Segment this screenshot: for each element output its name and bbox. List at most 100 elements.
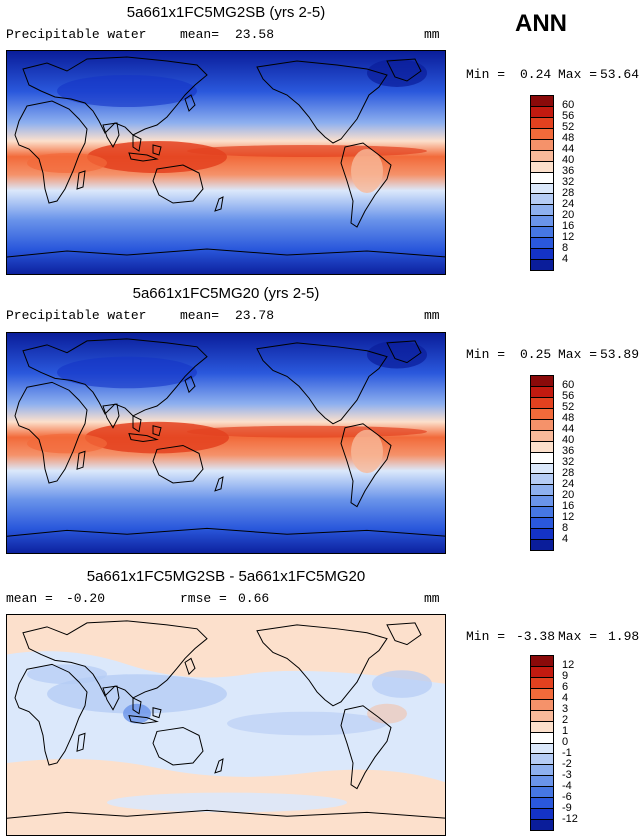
- colorbar-swatch: [531, 238, 553, 250]
- colorbar-tick-label: 12: [562, 231, 575, 243]
- panel-3-rmse-value: 0.66: [238, 591, 270, 606]
- colorbar-tick-label: -1: [562, 747, 572, 759]
- colorbar-swatch: [531, 474, 553, 486]
- panel-3-colorbar: [530, 655, 554, 831]
- panel-1-map: [6, 50, 446, 275]
- colorbar-tick-label: 16: [562, 500, 575, 512]
- colorbar-swatch: [531, 106, 553, 118]
- panel-1-colorbar-ticks: 60 56 52 48 44 40 36 32 28 24 20 16 12 8 4: [562, 95, 592, 271]
- colorbar-tick-label: 8: [562, 242, 569, 254]
- colorbar-swatch: [531, 161, 553, 173]
- colorbar-swatch: [531, 386, 553, 398]
- colorbar-swatch: [531, 540, 553, 550]
- colorbar-swatch: [531, 699, 553, 711]
- colorbar-tick-label: 12: [562, 659, 575, 671]
- panel-1-title: 5a661x1FC5MG2SB (yrs 2-5): [126, 4, 326, 21]
- colorbar-swatch: [531, 397, 553, 409]
- colorbar-swatch: [531, 507, 553, 519]
- colorbar-swatch: [531, 809, 553, 821]
- colorbar-tick-label: 60: [562, 379, 575, 391]
- colorbar-tick-label: -3: [562, 769, 572, 781]
- colorbar-tick-label: 40: [562, 154, 575, 166]
- colorbar-tick-label: 4: [562, 253, 569, 265]
- panel-2-min-label: Min =: [466, 347, 506, 362]
- panel-3-title: 5a661x1FC5MG2SB - 5a661x1FC5MG20: [86, 568, 366, 585]
- colorbar-swatch: [531, 743, 553, 755]
- colorbar-tick-label: 28: [562, 187, 575, 199]
- panel-2-title: 5a661x1FC5MG20 (yrs 2-5): [132, 285, 320, 302]
- colorbar-swatch: [531, 518, 553, 530]
- colorbar-tick-label: 0: [562, 736, 569, 748]
- colorbar-tick-label: 52: [562, 121, 575, 133]
- colorbar-swatch: [531, 776, 553, 788]
- colorbar-tick-label: -9: [562, 802, 572, 814]
- colorbar-swatch: [531, 216, 553, 228]
- colorbar-swatch: [531, 205, 553, 217]
- colorbar-tick-label: 32: [562, 456, 575, 468]
- panel-3-mean-value: -0.20: [66, 591, 106, 606]
- colorbar-swatch: [531, 496, 553, 508]
- colorbar-swatch: [531, 732, 553, 744]
- colorbar-swatch: [531, 172, 553, 184]
- panel-1-min-label: Min =: [466, 67, 506, 82]
- season-label: ANN: [515, 10, 567, 37]
- colorbar-swatch: [531, 249, 553, 261]
- colorbar-swatch: [531, 117, 553, 129]
- panel-2-max-value: 53.89: [600, 347, 640, 362]
- colorbar-swatch: [531, 820, 553, 830]
- panel-3-max-label: Max =: [558, 629, 598, 644]
- panel-3-mean-label: mean =: [6, 591, 53, 606]
- colorbar-swatch: [531, 183, 553, 195]
- colorbar-swatch: [531, 656, 553, 667]
- colorbar-swatch: [531, 485, 553, 497]
- colorbar-tick-label: 4: [562, 533, 569, 545]
- colorbar-tick-label: 32: [562, 176, 575, 188]
- panel-1-mean-label: mean=: [180, 27, 220, 42]
- colorbar-swatch: [531, 430, 553, 442]
- colorbar-tick-label: -4: [562, 780, 572, 792]
- panel-2-map: [6, 332, 446, 554]
- panel-3-min-label: Min =: [466, 629, 506, 644]
- colorbar-swatch: [531, 227, 553, 239]
- panel-2-min-value: 0.25: [520, 347, 552, 362]
- panel-3-min-value: -3.38: [516, 629, 556, 644]
- colorbar-swatch: [531, 260, 553, 270]
- colorbar-tick-label: 48: [562, 412, 575, 424]
- colorbar-tick-label: 24: [562, 198, 575, 210]
- panel-1-colorbar: [530, 95, 554, 271]
- colorbar-tick-label: 40: [562, 434, 575, 446]
- colorbar-tick-label: -12: [562, 813, 578, 825]
- colorbar-swatch: [531, 96, 553, 107]
- colorbar-tick-label: 8: [562, 522, 569, 534]
- colorbar-swatch: [531, 721, 553, 733]
- colorbar-swatch: [531, 754, 553, 766]
- panel-1-min-value: 0.24: [520, 67, 552, 82]
- colorbar-swatch: [531, 666, 553, 678]
- colorbar-swatch: [531, 452, 553, 464]
- colorbar-swatch: [531, 408, 553, 420]
- colorbar-swatch: [531, 150, 553, 162]
- panel-3-map: [6, 614, 446, 836]
- colorbar-swatch: [531, 128, 553, 140]
- colorbar-tick-label: -6: [562, 791, 572, 803]
- colorbar-tick-label: 36: [562, 165, 575, 177]
- colorbar-tick-label: 28: [562, 467, 575, 479]
- colorbar-swatch: [531, 677, 553, 689]
- panel-2-variable: Precipitable water: [6, 308, 147, 323]
- panel-2-mean-value: 23.78: [235, 308, 275, 323]
- colorbar-tick-label: 6: [562, 681, 569, 693]
- colorbar-swatch: [531, 765, 553, 777]
- colorbar-swatch: [531, 710, 553, 722]
- colorbar-swatch: [531, 688, 553, 700]
- panel-2-units: mm: [424, 308, 440, 323]
- colorbar-tick-label: 9: [562, 670, 569, 682]
- panel-3-rmse-label: rmse =: [180, 591, 227, 606]
- panel-1-units: mm: [424, 27, 440, 42]
- colorbar-tick-label: 44: [562, 143, 575, 155]
- colorbar-tick-label: 36: [562, 445, 575, 457]
- colorbar-swatch: [531, 463, 553, 475]
- panel-3-colorbar-ticks: 12 9 6 4 3 2 1 0 -1 -2 -3 -4 -6 -9 -12: [562, 655, 592, 831]
- colorbar-tick-label: 16: [562, 220, 575, 232]
- colorbar-swatch: [531, 376, 553, 387]
- colorbar-tick-label: 60: [562, 99, 575, 111]
